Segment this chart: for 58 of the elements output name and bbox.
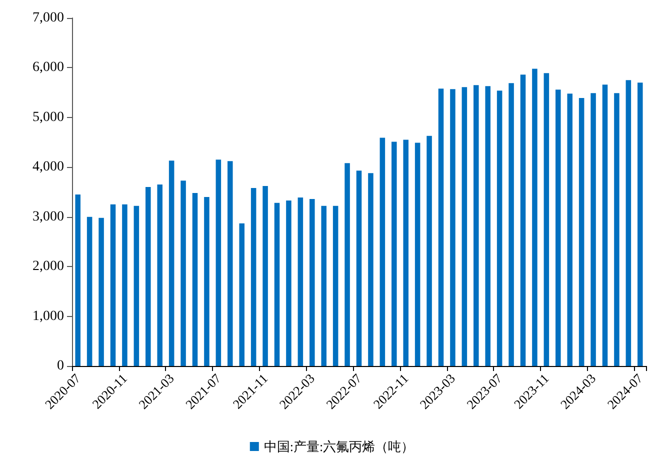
- bar: [496, 90, 502, 366]
- bar: [310, 198, 315, 366]
- y-tick-label: 0: [57, 358, 64, 374]
- bar: [122, 204, 128, 366]
- bar: [590, 93, 596, 366]
- bar: [578, 98, 584, 366]
- y-tick-label: 3,000: [32, 209, 64, 224]
- y-tick-label: 5,000: [32, 110, 64, 125]
- bar: [508, 83, 514, 366]
- bar: [110, 204, 116, 366]
- bar: [180, 180, 186, 366]
- bar: [86, 216, 92, 366]
- y-tick-label: 1,000: [32, 308, 64, 324]
- bar: [286, 200, 292, 366]
- bar: [602, 84, 608, 366]
- bar: [544, 73, 550, 366]
- bar: [380, 138, 386, 366]
- bar: [438, 88, 444, 366]
- bar: [403, 140, 408, 366]
- bar: [520, 74, 526, 366]
- bar: [168, 160, 174, 366]
- bar: [298, 197, 304, 366]
- bar: [321, 206, 326, 366]
- bar: [474, 85, 479, 366]
- bar: [532, 68, 538, 366]
- bar: [567, 94, 572, 366]
- bar: [250, 188, 256, 366]
- y-tick-label: 4,000: [32, 160, 64, 175]
- bar: [157, 184, 162, 366]
- bar: [614, 93, 620, 366]
- bar: [414, 142, 420, 366]
- bar: [426, 136, 432, 366]
- y-tick-label: 7,000: [32, 10, 64, 26]
- bar: [98, 218, 104, 366]
- bar: [146, 187, 151, 366]
- bar: [274, 202, 280, 366]
- bar: [239, 223, 244, 366]
- bar: [228, 161, 233, 366]
- bar: [462, 87, 468, 366]
- bar: [216, 160, 222, 366]
- legend-label: 中国:产量:六氟丙烯（吨）: [264, 439, 414, 454]
- bar: [344, 163, 350, 366]
- bar: [356, 170, 362, 366]
- bar: [626, 80, 632, 366]
- y-tick-label: 6,000: [32, 60, 64, 76]
- bar: [485, 86, 490, 366]
- bar: [134, 206, 140, 366]
- bar: [392, 142, 397, 366]
- y-tick-label: 2,000: [32, 259, 64, 274]
- bar: [204, 196, 210, 366]
- bar: [192, 192, 198, 366]
- bar: [262, 186, 268, 366]
- bar: [450, 89, 456, 366]
- bar: [556, 90, 561, 366]
- bar: [368, 173, 374, 366]
- bar: [75, 194, 80, 366]
- bar: [638, 82, 643, 366]
- bar: [332, 206, 338, 366]
